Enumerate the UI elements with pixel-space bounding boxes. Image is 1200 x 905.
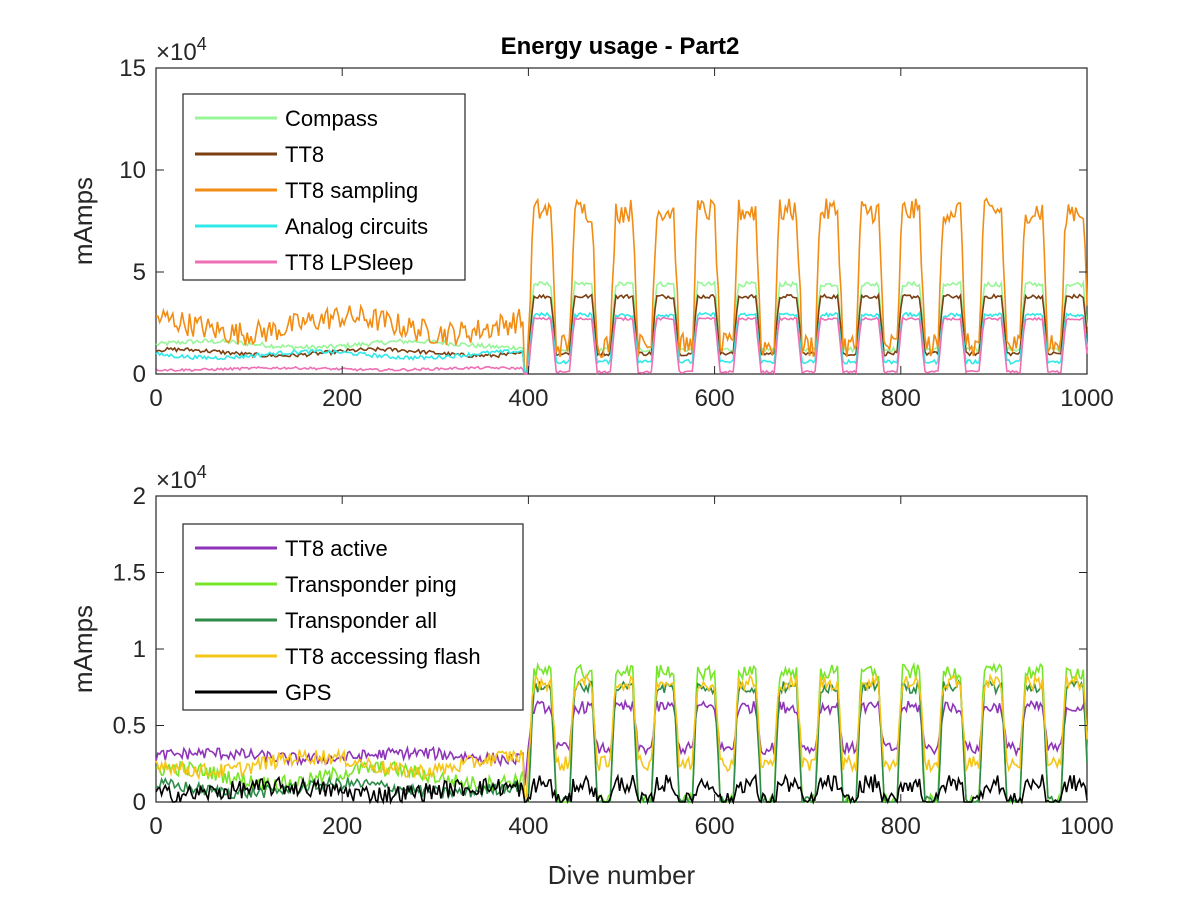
y-axis-label: mAmps — [68, 605, 98, 693]
y-tick-label: 0 — [133, 361, 146, 388]
x-axis-label: Dive number — [548, 860, 696, 890]
legend-label: TT8 LPSleep — [285, 250, 413, 275]
y-tick-label: 15 — [119, 55, 146, 82]
series-lines — [155, 661, 1088, 806]
legend-box — [182, 523, 524, 711]
x-tick-label: 400 — [508, 813, 548, 840]
x-tick-label: 600 — [695, 385, 735, 412]
legend-label: Compass — [285, 106, 378, 131]
chart-title: Energy usage - Part2 — [501, 33, 740, 60]
x-tick-label: 600 — [695, 813, 735, 840]
legend-label: TT8 sampling — [285, 178, 418, 203]
x-tick-label: 1000 — [1060, 813, 1113, 840]
series-line-gps — [155, 773, 1088, 806]
series-line-tt8-active — [155, 698, 1088, 786]
y-tick-label: 0 — [133, 789, 146, 816]
legend: TT8 active Transponder ping Transponder al… — [182, 523, 524, 711]
x-tick-label: 0 — [149, 385, 162, 412]
y-tick-label: 1.5 — [113, 560, 146, 587]
series-line-tt8-accessing-flash — [155, 672, 1088, 803]
x-tick-label: 400 — [508, 385, 548, 412]
y-exponent-label: ×104 — [156, 34, 207, 66]
y-tick-label: 5 — [133, 259, 146, 286]
series-line-analog-circuits — [155, 310, 1088, 375]
y-tick-label: 2 — [133, 483, 146, 510]
legend-label: Transponder ping — [285, 572, 457, 597]
series-line-tt8-lpsleep — [155, 315, 1088, 375]
y-tick-label: 1 — [133, 636, 146, 663]
legend-label: Transponder all — [285, 608, 437, 633]
legend-label: TT8 accessing flash — [285, 644, 481, 669]
x-tick-label: 200 — [322, 385, 362, 412]
legend-label: TT8 active — [285, 536, 388, 561]
bottom-panel: 0 200 400 600 800 1000 0 0.5 1 1.5 2 ×104 mAmps Dive … — [68, 462, 1114, 890]
series-line-transponder-ping — [155, 661, 1088, 805]
legend-label: TT8 — [285, 142, 324, 167]
series-lines — [155, 197, 1088, 375]
x-tick-label: 1000 — [1060, 385, 1113, 412]
y-tick-label: 10 — [119, 157, 146, 184]
series-line-tt8-sampling — [155, 197, 1088, 375]
y-tick-label: 0.5 — [113, 713, 146, 740]
x-tick-label: 0 — [149, 813, 162, 840]
legend-label: GPS — [285, 680, 331, 705]
legend-box — [182, 93, 466, 281]
top-panel: 0 200 400 600 800 1000 0 5 10 15 ×104 mAmps Compass T… — [68, 34, 1114, 412]
y-exponent-label: ×104 — [156, 462, 207, 494]
x-tick-label: 800 — [881, 813, 921, 840]
x-tick-label: 800 — [881, 385, 921, 412]
legend-label: Analog circuits — [285, 214, 428, 239]
x-tick-label: 200 — [322, 813, 362, 840]
y-axis-label: mAmps — [68, 177, 98, 265]
legend: Compass TT8 TT8 sampling Analog circuits TT8… — [182, 93, 466, 281]
